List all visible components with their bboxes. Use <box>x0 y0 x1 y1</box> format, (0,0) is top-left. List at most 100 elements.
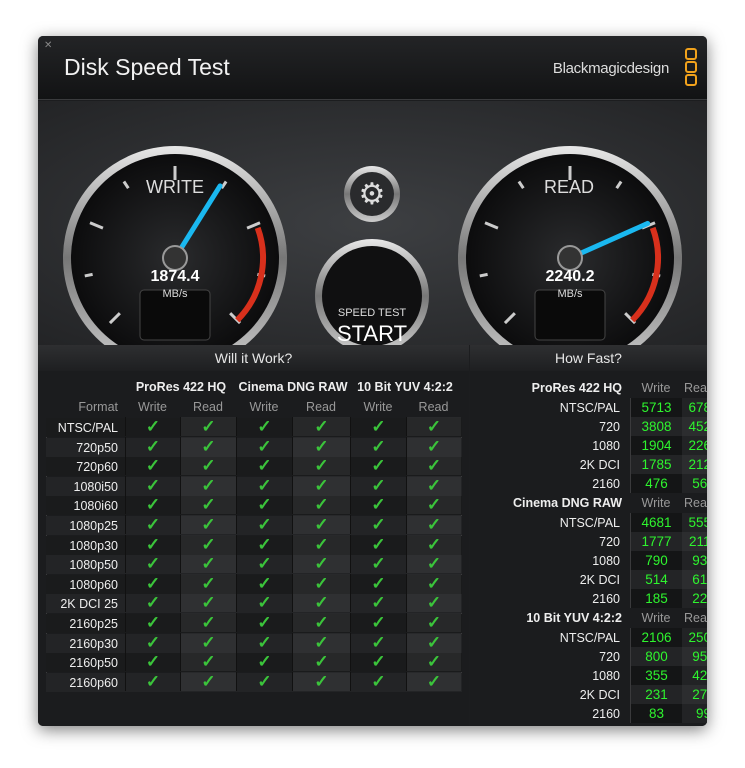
format-label: 1080p25 <box>69 519 118 533</box>
check-icon: ✓ <box>125 671 180 691</box>
format-label: 2160 <box>592 707 620 721</box>
will-it-work-header: Will it Work? <box>38 345 469 371</box>
check-icon: ✓ <box>350 515 406 534</box>
check-icon: ✓ <box>236 534 292 554</box>
read-gauge-tick <box>503 312 516 325</box>
check-icon: ✓ <box>350 436 406 456</box>
format-label: 2160p25 <box>69 617 118 631</box>
will-it-work-table: ProRes 422 HQ Cinema DNG RAW 10 Bit YUV 4:… <box>38 371 469 726</box>
gear-icon[interactable]: ⚙ <box>359 178 386 211</box>
check-icon: ✓ <box>292 475 350 495</box>
write-speed: 185 <box>631 589 682 608</box>
check-icon: ✓ <box>406 534 461 554</box>
format-label: 2160p60 <box>69 675 118 690</box>
check-icon: ✓ <box>125 456 180 476</box>
format-label: NTSC/PAL <box>57 421 118 435</box>
check-icon: ✓ <box>236 652 292 672</box>
check-icon: ✓ <box>292 456 350 476</box>
format-column-header: Format <box>78 400 118 414</box>
write-speed: 1777 <box>631 532 682 551</box>
write-speed: 476 <box>631 474 682 493</box>
direction-header: Write <box>138 400 167 414</box>
start-button-label: START <box>336 321 408 346</box>
check-icon: ✓ <box>292 436 350 456</box>
start-button-face <box>322 246 422 345</box>
format-label: 720 <box>599 650 620 664</box>
check-icon: ✓ <box>406 632 461 652</box>
format-label: 2K DCI 25 <box>60 597 118 612</box>
check-icon: ✓ <box>350 475 406 495</box>
check-icon: ✓ <box>236 475 292 495</box>
table-row <box>46 476 462 496</box>
check-icon: ✓ <box>406 456 461 476</box>
format-label: 2K DCI <box>579 688 620 702</box>
check-icon: ✓ <box>292 593 350 613</box>
check-icon: ✓ <box>125 613 180 632</box>
format-label: 2160 <box>592 477 620 491</box>
direction-header: Read <box>306 400 336 414</box>
check-icon: ✓ <box>125 495 180 515</box>
read-header: Read <box>684 496 707 510</box>
check-icon: ✓ <box>292 417 350 436</box>
table-row <box>46 496 462 516</box>
check-icon: ✓ <box>125 632 180 652</box>
write-speed: 5713 <box>631 398 682 417</box>
table-row <box>46 418 462 437</box>
check-icon: ✓ <box>180 554 236 574</box>
read-gauge-tick <box>484 221 499 230</box>
write-gauge-readout-box <box>139 289 211 341</box>
direction-header: Write <box>249 400 279 414</box>
check-icon: ✓ <box>180 593 236 613</box>
format-label: NTSC/PAL <box>559 516 620 530</box>
check-icon: ✓ <box>180 436 236 456</box>
write-gauge-tick <box>246 221 261 230</box>
check-icon: ✓ <box>406 436 461 456</box>
write-gauge-tick <box>108 312 121 325</box>
check-icon: ✓ <box>125 417 180 436</box>
write-gauge-tick <box>84 272 93 278</box>
check-icon: ✓ <box>125 475 180 495</box>
check-icon: ✓ <box>350 671 406 691</box>
check-icon: ✓ <box>406 593 461 613</box>
write-gauge-tick <box>122 180 130 189</box>
check-icon: ✓ <box>180 632 236 652</box>
table-row <box>46 555 462 575</box>
check-icon: ✓ <box>180 613 236 632</box>
format-label: 1080i50 <box>73 479 119 494</box>
read-speed: 950 <box>682 647 707 666</box>
read-gauge-redline <box>630 226 661 323</box>
gauge-panel: ⚙ WRITE 1874.4 MB/s READ 2240.2 MB/s SPE… <box>38 101 707 346</box>
check-icon: ✓ <box>236 436 292 456</box>
brand-name: Blackmagicdesign <box>552 60 669 77</box>
format-label: 2160p30 <box>69 636 118 651</box>
format-label: NTSC/PAL <box>559 631 620 645</box>
check-icon: ✓ <box>350 554 406 574</box>
write-gauge-tick <box>220 180 228 189</box>
table-row <box>46 437 462 457</box>
format-label: 1080i60 <box>73 499 119 514</box>
format-label: 720 <box>599 535 620 549</box>
read-speed: 99 <box>682 704 707 723</box>
read-speed-unit: MB/s <box>557 288 583 300</box>
table-row <box>46 633 462 653</box>
check-icon: ✓ <box>180 652 236 672</box>
format-label: 2K DCI <box>579 458 620 472</box>
app-title: Disk Speed Test <box>64 54 230 80</box>
write-gauge-label: WRITE <box>146 177 204 197</box>
codec-header: 10 Bit YUV 4:2:2 <box>526 611 622 625</box>
check-icon: ✓ <box>125 593 180 613</box>
check-icon: ✓ <box>406 475 461 495</box>
format-label: 2160 <box>592 592 620 606</box>
read-speed-value: 2240.2 <box>545 268 595 285</box>
read-speed: 2501 <box>682 628 707 647</box>
write-speed: 4681 <box>631 513 682 532</box>
format-label: 2160p50 <box>69 656 118 671</box>
check-icon: ✓ <box>180 495 236 515</box>
check-icon: ✓ <box>406 613 461 632</box>
write-speed: 790 <box>631 551 682 570</box>
check-icon: ✓ <box>236 671 292 691</box>
close-icon[interactable]: ✕ <box>44 40 53 51</box>
check-icon: ✓ <box>350 613 406 632</box>
check-icon: ✓ <box>292 515 350 534</box>
check-icon: ✓ <box>292 632 350 652</box>
